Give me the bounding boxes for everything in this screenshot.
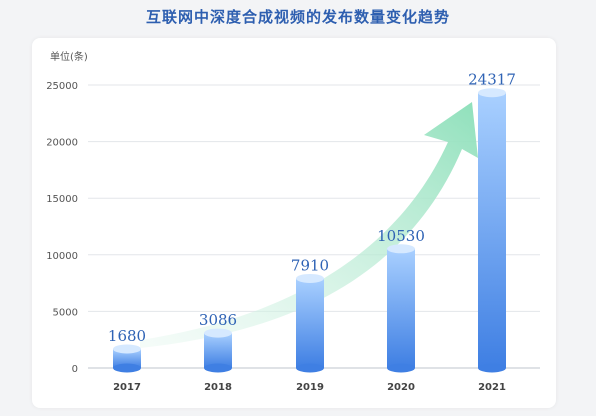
- data-label: 7910: [291, 256, 329, 274]
- x-tick-label: 2019: [296, 382, 324, 393]
- bar-2017: [113, 344, 141, 373]
- bar-2020: [387, 244, 415, 373]
- bar-body: [204, 333, 232, 368]
- data-label: 10530: [377, 227, 425, 245]
- bar-base: [204, 363, 232, 373]
- bar-base: [478, 363, 506, 373]
- y-tick-label: 5000: [53, 307, 78, 318]
- data-label: 24317: [468, 71, 516, 89]
- bar-base: [296, 363, 324, 373]
- bar-body: [296, 278, 324, 368]
- y-axis-unit: 单位(条): [50, 50, 88, 63]
- y-tick-label: 10000: [46, 251, 78, 262]
- bar-base: [387, 363, 415, 373]
- chart-title: 互联网中深度合成视频的发布数量变化趋势: [145, 8, 450, 26]
- bar-body: [113, 348, 141, 368]
- x-tick-label: 2017: [113, 382, 141, 393]
- bar-2019: [296, 273, 324, 373]
- bar-cap: [296, 273, 324, 283]
- bar-base: [113, 363, 141, 373]
- data-label: 1680: [108, 327, 146, 345]
- y-tick-label: 15000: [46, 194, 78, 205]
- y-tick-label: 20000: [46, 138, 78, 149]
- y-tick-label: 0: [72, 364, 78, 375]
- bar-cap: [478, 88, 506, 98]
- bar-cap: [113, 344, 141, 354]
- y-tick-label: 25000: [46, 81, 78, 92]
- x-tick-label: 2020: [387, 382, 415, 393]
- bar-body: [478, 92, 506, 368]
- bar-cap: [204, 328, 232, 338]
- x-tick-label: 2021: [478, 382, 506, 393]
- data-label: 3086: [199, 311, 237, 329]
- bar-body: [387, 248, 415, 368]
- bar-2018: [204, 328, 232, 373]
- bar-2021: [478, 88, 506, 373]
- x-tick-label: 2018: [204, 382, 232, 393]
- bar-cap: [387, 244, 415, 254]
